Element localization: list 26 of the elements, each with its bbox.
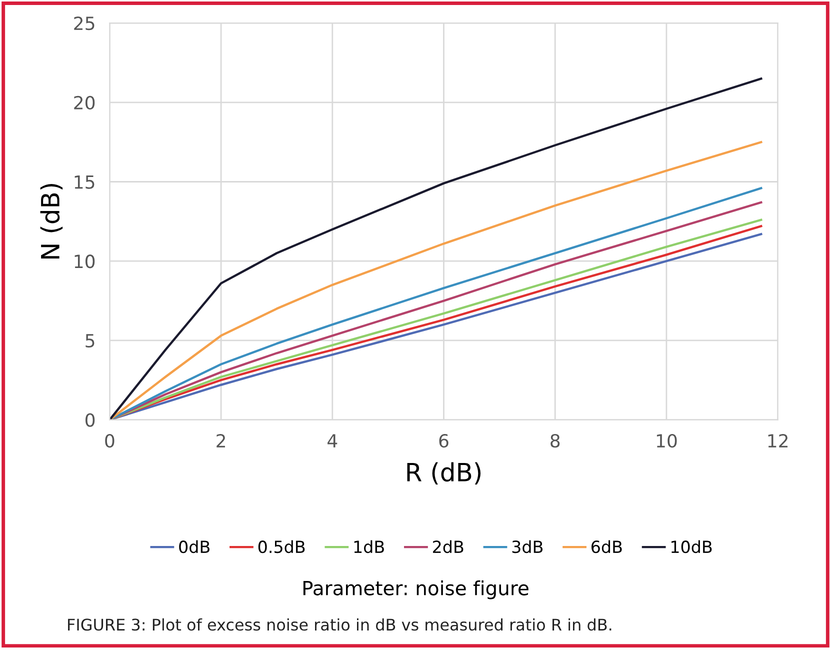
y-tick-label: 0 bbox=[86, 413, 95, 427]
x-tick-label: 2 bbox=[216, 434, 225, 448]
legend-label: 0dB bbox=[179, 540, 210, 554]
x-tick-label: 4 bbox=[328, 434, 338, 448]
legend-label: 10dB bbox=[671, 540, 712, 554]
legend-label: 3dB bbox=[512, 540, 543, 554]
y-tick-label: 5 bbox=[86, 334, 94, 348]
legend-label: 1dB bbox=[354, 540, 384, 554]
x-tick-label: 8 bbox=[550, 434, 560, 448]
x-axis-title: R (dB) bbox=[407, 462, 481, 485]
x-tick-label: 6 bbox=[439, 434, 448, 448]
y-tick-label: 10 bbox=[74, 254, 95, 268]
caption: FIGURE 3: Plot of excess noise ratio in dB vs measured ratio R in dB. bbox=[68, 618, 612, 631]
line-series bbox=[110, 77, 762, 420]
x-tick-label: 0 bbox=[105, 434, 114, 448]
legend-label: 0.5dB bbox=[258, 540, 305, 554]
y-tick-label: 15 bbox=[74, 175, 94, 189]
legend-label: 6dB bbox=[592, 540, 622, 554]
y-tick-label: 20 bbox=[74, 96, 95, 110]
x-tick-label: 12 bbox=[768, 434, 788, 448]
legend-label: 2dB bbox=[433, 540, 464, 554]
text: Parameter: noise figure bbox=[303, 580, 528, 600]
y-tick-label: 25 bbox=[74, 16, 94, 30]
y-axis-title: N (dB) bbox=[40, 184, 63, 259]
line-series bbox=[110, 140, 762, 420]
x-tick-label: 10 bbox=[656, 434, 677, 448]
